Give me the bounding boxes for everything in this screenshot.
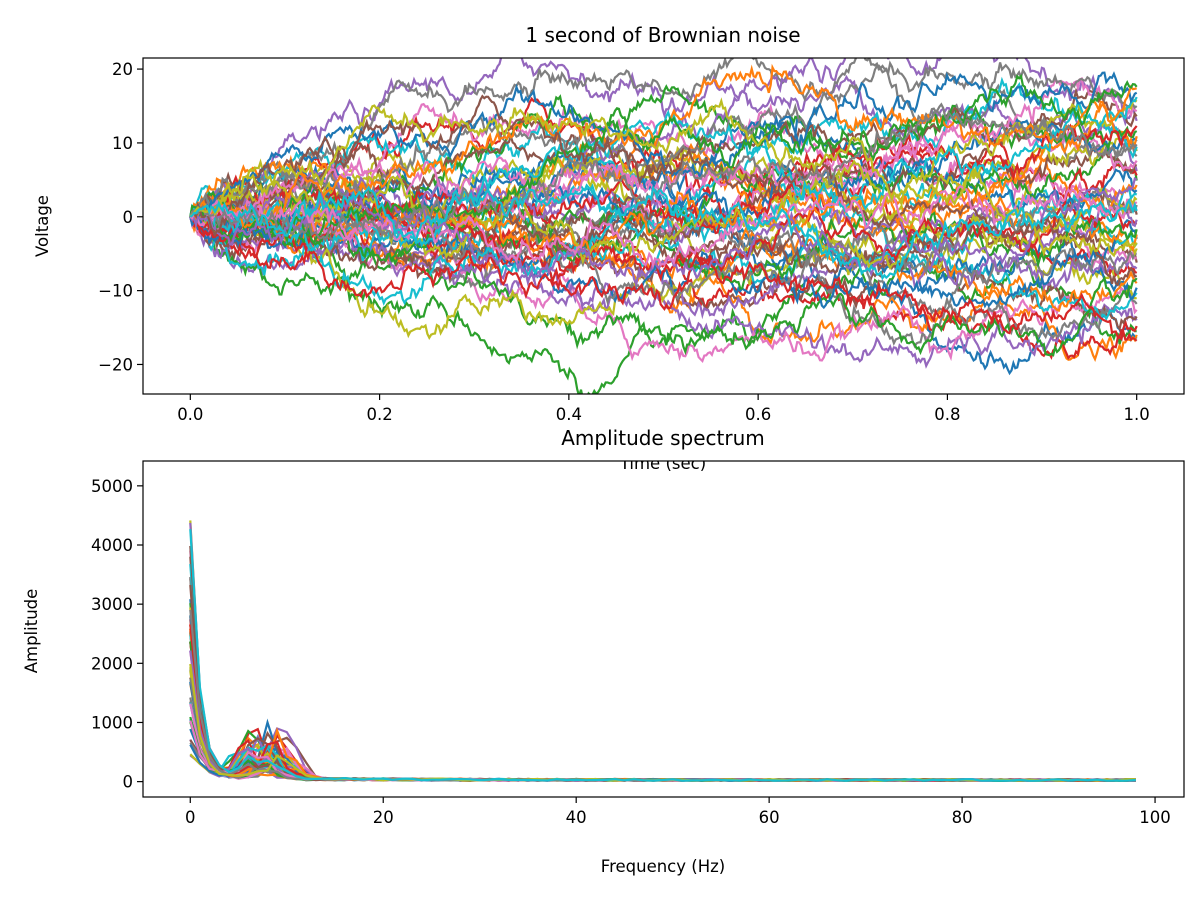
top-x-tick-label: 0.8 — [934, 405, 960, 424]
top-x-tick-label: 0.2 — [366, 405, 392, 424]
chart-brownian-noise: 0.0 0.2 0.4 0.6 0.8 1.0 −20 −10 0 10 20 1 second … — [33, 23, 1185, 473]
spectrum-series-line — [189, 529, 1136, 782]
brownian-series-line — [189, 163, 1138, 310]
brownian-series-line — [189, 183, 1138, 281]
top-x-tick-label: 0.6 — [745, 405, 771, 424]
bottom-y-tick-label: 3000 — [91, 595, 133, 614]
top-y-axis-label: Voltage — [33, 195, 52, 257]
brownian-series-line — [189, 73, 1138, 245]
bottom-y-tick-label: 0 — [123, 773, 134, 792]
brownian-series-line — [189, 185, 1138, 270]
bottom-y-tick-label: 4000 — [91, 536, 133, 555]
bottom-x-axis-label: Frequency (Hz) — [601, 857, 725, 876]
brownian-series-group — [189, 58, 1138, 394]
top-y-tick-label: 10 — [112, 134, 133, 153]
top-x-ticks: 0.0 0.2 0.4 0.6 0.8 1.0 — [177, 394, 1150, 424]
top-chart-title: 1 second of Brownian noise — [525, 23, 800, 47]
bottom-x-tick-label: 80 — [952, 808, 973, 827]
top-x-tick-label: 0.4 — [556, 405, 582, 424]
top-y-tick-label: 0 — [123, 208, 134, 227]
bottom-x-ticks: 0 20 40 60 80 100 — [185, 797, 1171, 827]
top-y-tick-label: −10 — [98, 282, 133, 301]
top-y-ticks: −20 −10 0 10 20 — [98, 60, 143, 374]
brownian-series-line — [189, 94, 1138, 287]
spectrum-series-group — [189, 520, 1136, 783]
bottom-chart-title: Amplitude spectrum — [561, 426, 765, 450]
top-y-tick-label: 20 — [112, 60, 133, 79]
bottom-y-tick-label: 2000 — [91, 654, 133, 673]
bottom-y-axis-label: Amplitude — [22, 589, 41, 674]
bottom-y-tick-label: 5000 — [91, 477, 133, 496]
brownian-series-line — [189, 97, 1138, 258]
bottom-x-tick-label: 20 — [373, 808, 394, 827]
brownian-series-line — [189, 77, 1138, 230]
bottom-x-tick-label: 40 — [566, 808, 587, 827]
bottom-x-tick-label: 60 — [759, 808, 780, 827]
brownian-series-line — [189, 58, 1138, 228]
bottom-y-ticks: 0 1000 2000 3000 4000 5000 — [91, 477, 143, 792]
brownian-series-line — [190, 214, 1138, 342]
chart-amplitude-spectrum: 0 20 40 60 80 100 0 1000 2000 3000 4000 5000 Ampli… — [22, 426, 1185, 876]
brownian-series-line — [189, 163, 1138, 286]
brownian-series-line — [189, 71, 1138, 228]
top-x-tick-label: 0.0 — [177, 405, 203, 424]
bottom-title-backdrop — [143, 453, 1184, 461]
bottom-x-tick-label: 100 — [1139, 808, 1171, 827]
bottom-x-tick-label: 0 — [185, 808, 196, 827]
top-x-tick-label: 1.0 — [1124, 405, 1150, 424]
top-y-tick-label: −20 — [98, 355, 133, 374]
top-axes-frame — [142, 57, 1185, 395]
bottom-y-tick-label: 1000 — [91, 713, 133, 732]
brownian-series-line — [189, 102, 1138, 242]
bottom-axes-frame — [142, 460, 1185, 798]
